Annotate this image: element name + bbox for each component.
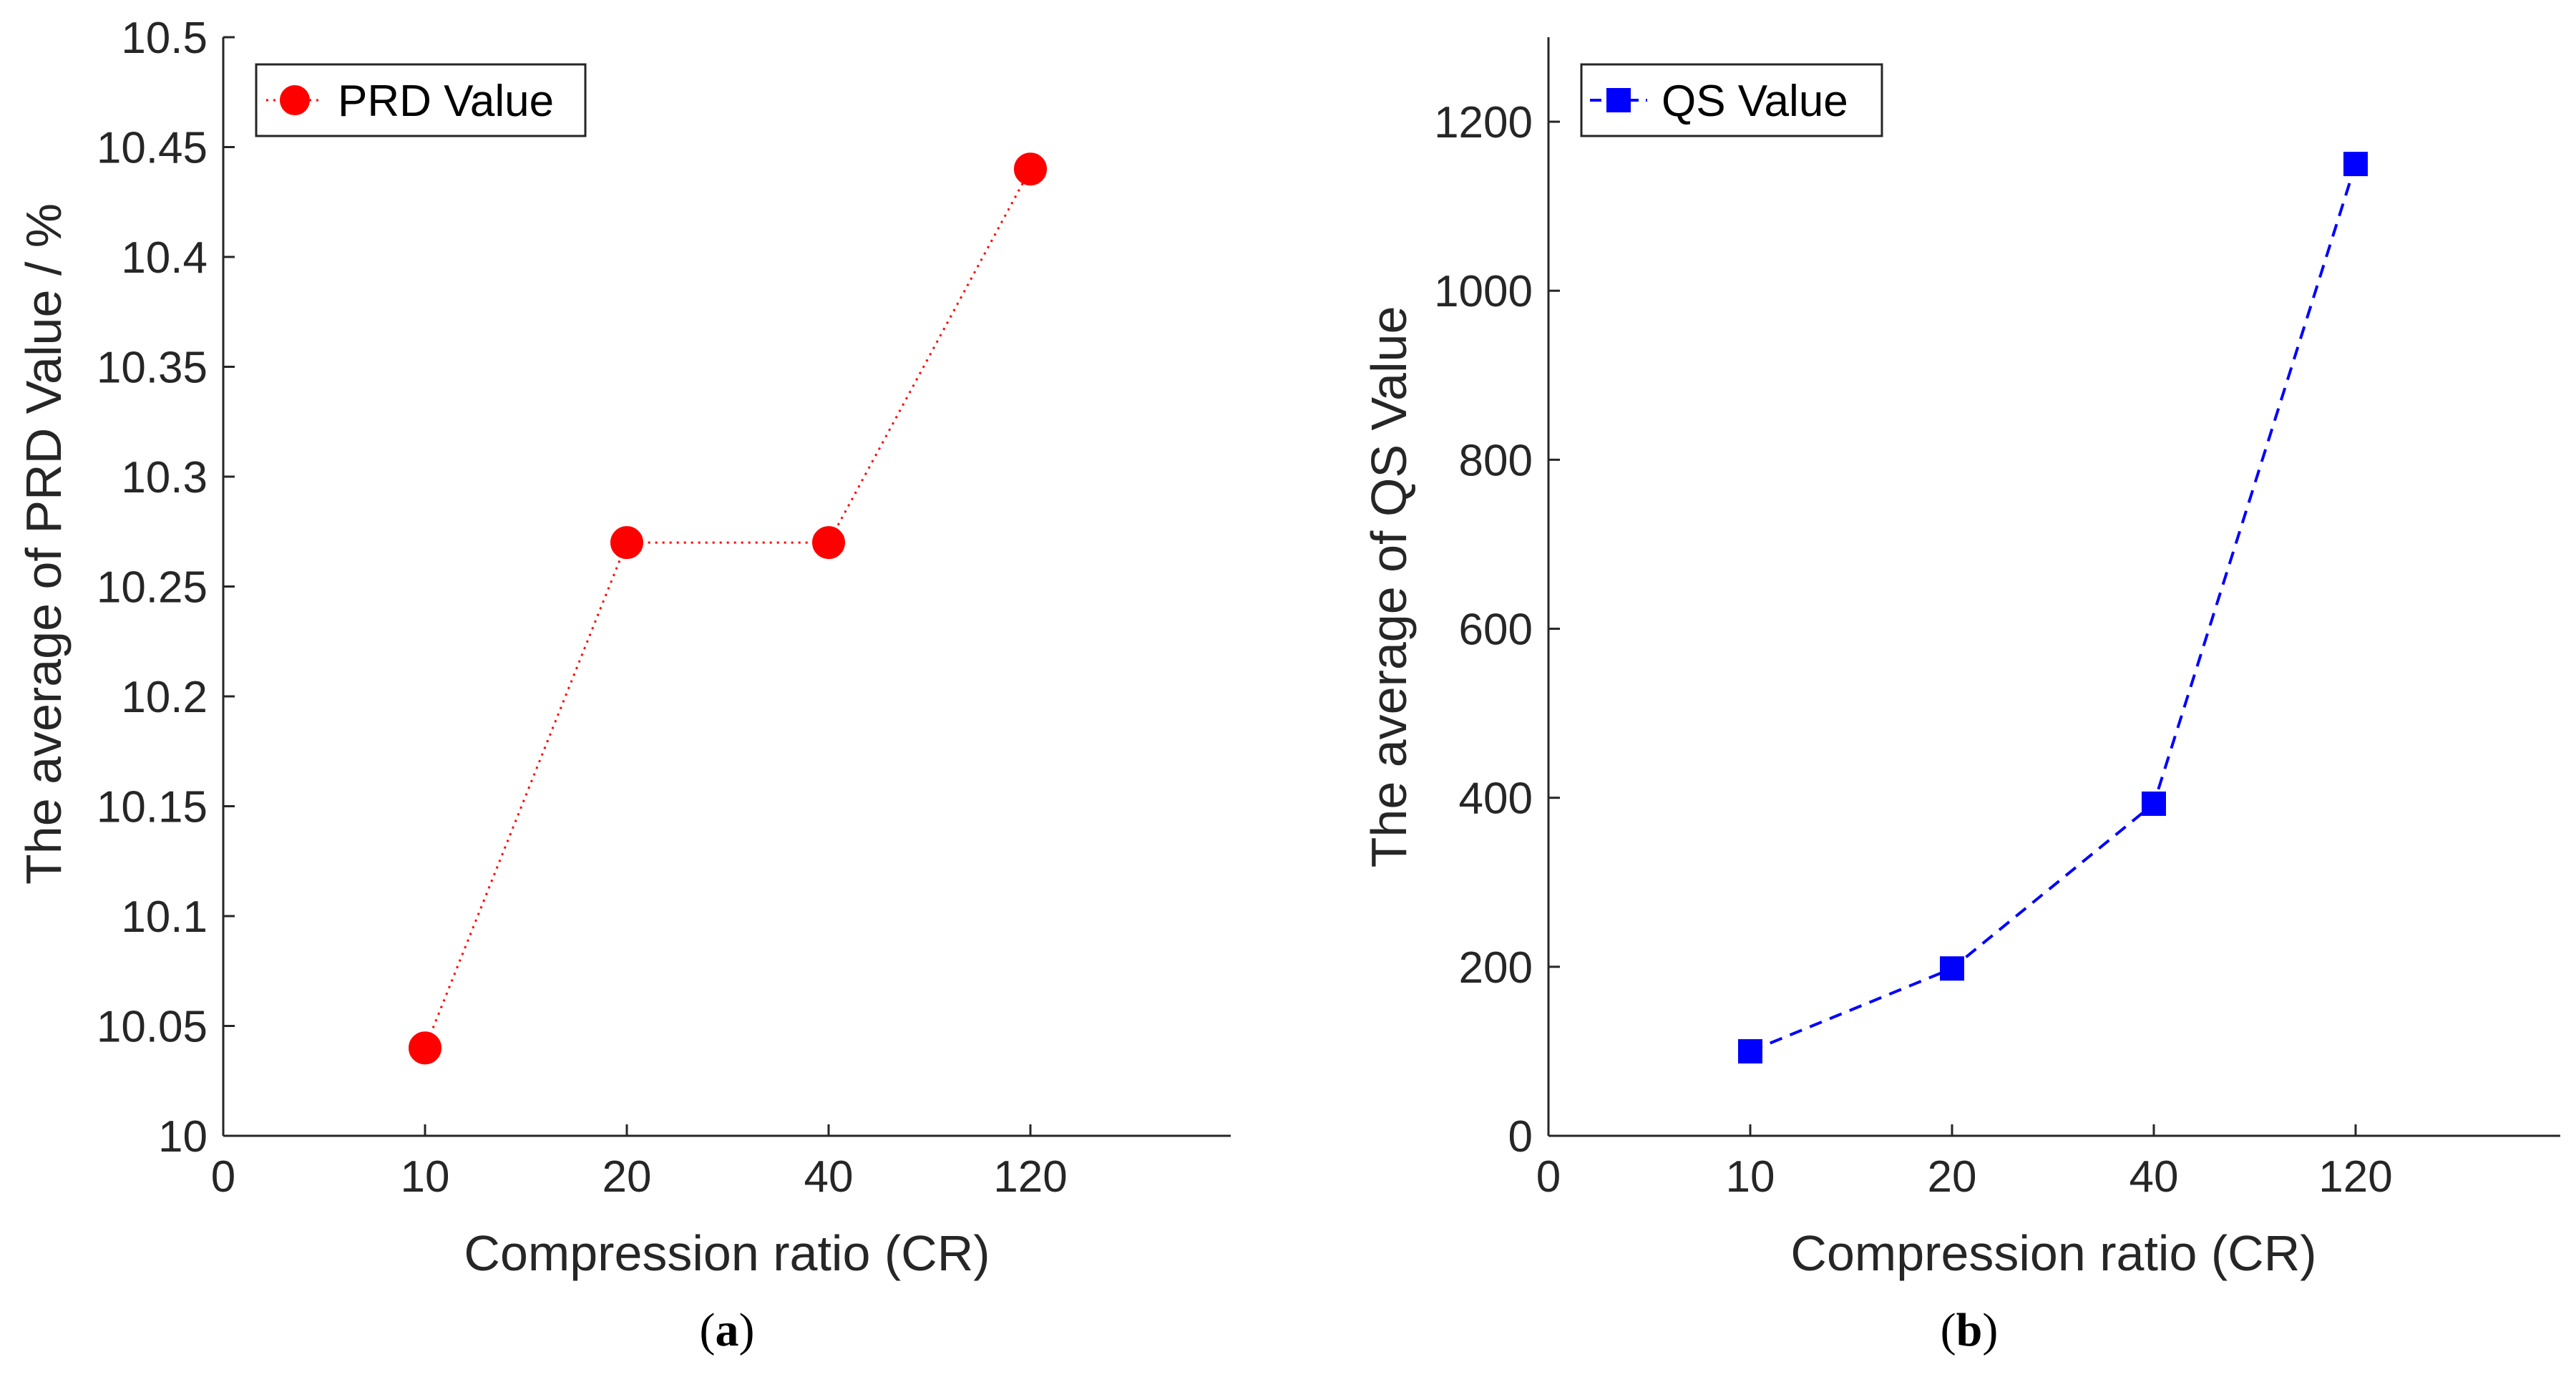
panel-a-axes — [222, 37, 1231, 1137]
panel-b-y-tick-label: 400 — [1459, 774, 1533, 824]
panel-a-y-tick-label: 10.2 — [121, 673, 208, 722]
panel-b-series-line — [1750, 163, 2357, 1053]
panel-a-y-tick-label: 10.5 — [121, 14, 208, 63]
panel-b-legend: QS Value — [1580, 63, 1883, 137]
panel-a-data-point — [409, 1031, 441, 1065]
panel-b-legend-label: QS Value — [1662, 77, 1848, 126]
panel-a-y-tick-label: 10.4 — [121, 233, 208, 283]
panel-b-legend-marker — [1606, 88, 1631, 112]
panel-a-y-axis-title: The average of PRD Value / % — [16, 203, 72, 885]
panel-b-x-tick-label: 0 — [1536, 1152, 1561, 1202]
panel-a-data-point — [812, 526, 845, 560]
panel-a-y-tick-label: 10.45 — [97, 124, 208, 173]
panel-a-y-tick-label: 10.05 — [97, 1003, 208, 1052]
panel-a-prd-chart: 10 10.05 10.1 10.15 10.2 10.25 10.3 10.35 10.4 10… — [16, 14, 1231, 1356]
panel-a-y-tick-label: 10 — [158, 1112, 208, 1162]
panel-b-y-tick-label: 600 — [1459, 605, 1533, 655]
panel-a-y-tick-label: 10.35 — [97, 344, 208, 393]
panel-b-y-tick-label: 800 — [1459, 436, 1533, 485]
panel-a-y-tick-label: 10.15 — [97, 783, 208, 832]
panel-b-x-tick-label: 120 — [2318, 1152, 2392, 1202]
panel-b-y-tick-label: 1200 — [1434, 98, 1533, 147]
panel-a-x-axis-title: Compression ratio (CR) — [464, 1225, 990, 1281]
panel-a-ticks: 10 10.05 10.1 10.15 10.2 10.25 10.3 10.35 10.4 10… — [97, 14, 1068, 1202]
panel-b-caption-letter: b — [1956, 1304, 1983, 1356]
panel-a-y-tick-label: 10.1 — [121, 892, 208, 942]
panel-b-x-axis-title: Compression ratio (CR) — [1790, 1225, 2316, 1281]
panel-a-legend-marker — [280, 85, 310, 115]
panel-b-axes — [1547, 37, 2560, 1137]
panel-b-data-point — [2142, 791, 2166, 816]
panel-b-x-tick-label: 40 — [2129, 1152, 2179, 1202]
panel-a-series-line — [424, 168, 1032, 1048]
panel-b-series — [1738, 152, 2368, 1064]
panel-b-y-axis-title: The average of QS Value — [1361, 306, 1417, 868]
panel-b-data-point — [1940, 956, 1964, 981]
panel-a-caption: (a) — [700, 1304, 755, 1356]
panel-b-x-tick-label: 20 — [1928, 1152, 1977, 1202]
panel-a-x-tick-label: 20 — [602, 1152, 652, 1202]
panel-a-x-tick-label: 40 — [804, 1152, 854, 1202]
panel-a-x-tick-label: 10 — [401, 1152, 450, 1202]
panel-a-x-tick-label: 0 — [211, 1152, 235, 1202]
panel-a-data-point — [1014, 152, 1047, 186]
panel-b-data-point — [2343, 152, 2368, 177]
panel-a-data-point — [610, 526, 643, 560]
panel-a-legend-label: PRD Value — [338, 77, 554, 126]
panel-a-series — [409, 152, 1047, 1065]
panel-a-y-tick-label: 10.25 — [97, 563, 208, 613]
panel-a-y-tick-label: 10.3 — [121, 453, 208, 502]
panel-b-x-tick-label: 10 — [1726, 1152, 1775, 1202]
panel-b-y-tick-label: 200 — [1459, 943, 1533, 993]
panel-b-qs-chart: 0 200 400 600 800 1000 1200 0 10 20 40 120 Compress… — [1361, 37, 2560, 1356]
panel-b-y-tick-label: 0 — [1508, 1112, 1533, 1162]
panel-b-ticks: 0 200 400 600 800 1000 1200 0 10 20 40 120 — [1434, 98, 2393, 1202]
panel-b-data-point — [1738, 1038, 1762, 1064]
panel-a-legend: PRD Value — [255, 63, 587, 137]
panel-a-x-tick-label: 120 — [993, 1152, 1067, 1202]
panel-b-y-tick-label: 1000 — [1434, 267, 1533, 316]
panel-b-caption: (b) — [1941, 1304, 1999, 1356]
panel-a-caption-letter: a — [716, 1304, 739, 1356]
